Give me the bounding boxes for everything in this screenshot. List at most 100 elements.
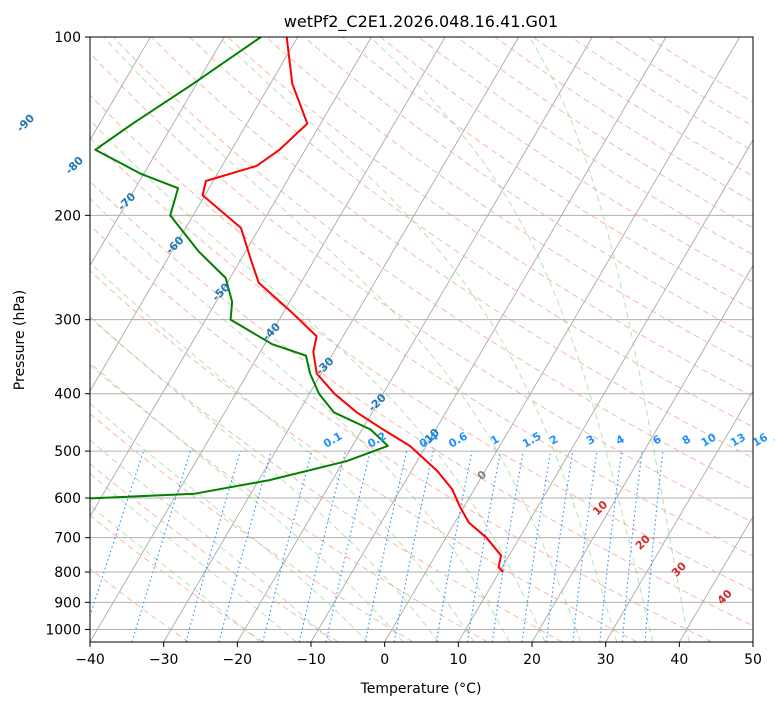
- mixing-ratio-label: 20: [772, 430, 775, 449]
- y-tick-label: 1000: [45, 622, 81, 638]
- mixing-ratio-label: 1.5: [520, 430, 543, 451]
- isotherm-line: [90, 37, 225, 267]
- y-axis-label: Pressure (hPa): [12, 290, 28, 390]
- isotherm-label: -60: [163, 233, 186, 256]
- mixing-ratio-line: [545, 451, 574, 642]
- dry-adiabat-line: [418, 37, 753, 256]
- y-tick-label: 200: [54, 208, 81, 224]
- dry-adiabat-line: [90, 463, 339, 642]
- isotherm-label: -50: [209, 280, 232, 303]
- mixing-ratio-line: [644, 451, 664, 642]
- mixing-ratio-line: [90, 450, 145, 618]
- x-tick-label: −20: [223, 652, 253, 668]
- mixing-ratio-label: 4: [614, 432, 627, 447]
- isotherm-label: -20: [366, 391, 389, 414]
- temperature-profile-line: [201, 37, 504, 573]
- moist-adiabat-line: [90, 504, 261, 642]
- mixing-ratio-line: [185, 450, 241, 642]
- moist-adiabat-line: [102, 37, 582, 642]
- plot-data-lines: [90, 37, 504, 573]
- dry-adiabat-line: [532, 37, 753, 177]
- mixing-ratio-line: [393, 450, 434, 642]
- chart-title: wetPf2_C2E1.2026.048.16.41.G01: [284, 12, 558, 32]
- y-tick-label: 300: [54, 313, 81, 329]
- moist-adiabat-line: [528, 37, 690, 642]
- mixing-ratio-line: [521, 451, 552, 642]
- dry-adiabat-line: [189, 37, 753, 428]
- axes-ticks: −40 −30 −20 −10 0 10 20 30 40 5010020030040050060…: [45, 30, 762, 668]
- mixing-ratio-line: [466, 450, 502, 642]
- dry-adiabat-line: [90, 568, 190, 642]
- y-tick-label: 100: [54, 30, 81, 46]
- mixing-ratio-label: 8: [680, 433, 693, 448]
- isotherm-line: [90, 37, 446, 642]
- x-tick-label: 40: [670, 652, 688, 668]
- dry-adiabat-line: [90, 514, 264, 642]
- dewpoint-profile-line: [90, 37, 389, 500]
- dry-adiabat-line: [456, 37, 753, 229]
- isotherm-line: [752, 641, 753, 642]
- dry-adiabat-line: [90, 94, 753, 557]
- x-tick-label: 20: [523, 652, 541, 668]
- x-tick-label: 30: [597, 652, 615, 668]
- dry-adiabat-line: [90, 180, 753, 627]
- moist-adiabat-line: [90, 402, 369, 642]
- isotherm-line: [90, 37, 299, 392]
- isotherm-label: -90: [14, 111, 37, 134]
- dry-adiabat-line: [90, 224, 712, 642]
- moist-adiabat-line: [90, 362, 404, 642]
- plot-background-lines: [0, 37, 753, 642]
- y-tick-label: 400: [54, 387, 81, 403]
- isotherm-label: -70: [115, 190, 138, 213]
- dry-adiabat-line: [90, 364, 488, 642]
- mixing-ratio-line: [435, 450, 473, 642]
- mixing-ratio-label: 0.6: [446, 429, 470, 450]
- x-tick-label: −30: [149, 652, 179, 668]
- dry-adiabat-line: [303, 37, 753, 339]
- y-tick-label: 600: [54, 491, 81, 507]
- mixing-ratio-line: [599, 451, 623, 642]
- x-axis-label: Temperature (°C): [360, 681, 482, 697]
- moist-adiabat-line: [90, 473, 297, 642]
- isotherm-line: [384, 37, 741, 642]
- isotherm-line: [678, 515, 753, 642]
- saturation-label: 20: [633, 532, 653, 552]
- isotherm-line: [531, 264, 753, 642]
- saturation-label: 30: [669, 559, 689, 579]
- moist-adiabat-line: [90, 315, 439, 642]
- dry-adiabat-line: [227, 37, 753, 398]
- isotherm-line: [90, 37, 372, 518]
- isotherm-line: [236, 37, 593, 642]
- moist-adiabat-line: [369, 37, 654, 642]
- dry-adiabat-line: [265, 37, 753, 368]
- x-tick-label: −10: [296, 652, 326, 668]
- dry-adiabat-line: [90, 52, 753, 524]
- dry-adiabat-line: [647, 37, 753, 103]
- saturation-label: 40: [715, 587, 735, 607]
- isotherm-line: [605, 390, 753, 642]
- moist-adiabat-line: [90, 261, 475, 642]
- isotherm-label: -80: [63, 154, 86, 177]
- mixing-ratio-label: 10: [699, 430, 719, 449]
- mixing-ratio-line: [364, 450, 408, 642]
- dry-adiabat-line: [608, 37, 753, 127]
- y-tick-label: 500: [54, 444, 81, 460]
- dry-adiabat-line: [90, 136, 753, 592]
- isotherm-line: [163, 37, 520, 642]
- mixing-ratio-line: [491, 451, 524, 642]
- isotherm-line: [0, 37, 3, 642]
- dry-adiabat-line: [90, 316, 563, 642]
- dry-adiabat-line: [112, 37, 753, 491]
- plot-inline-labels: -100-90-80-70-60-50-40-30-20-1000.10.20.…: [14, 111, 775, 607]
- moist-adiabat-line: [90, 439, 333, 642]
- x-tick-label: 10: [449, 652, 467, 668]
- x-tick-label: 0: [380, 652, 389, 668]
- isotherm-line: [310, 37, 667, 642]
- isotherm-line: [457, 139, 753, 642]
- y-tick-label: 800: [54, 565, 81, 581]
- mixing-ratio-line: [621, 451, 643, 642]
- x-tick-label: 50: [744, 652, 762, 668]
- dry-adiabat-line: [90, 413, 414, 642]
